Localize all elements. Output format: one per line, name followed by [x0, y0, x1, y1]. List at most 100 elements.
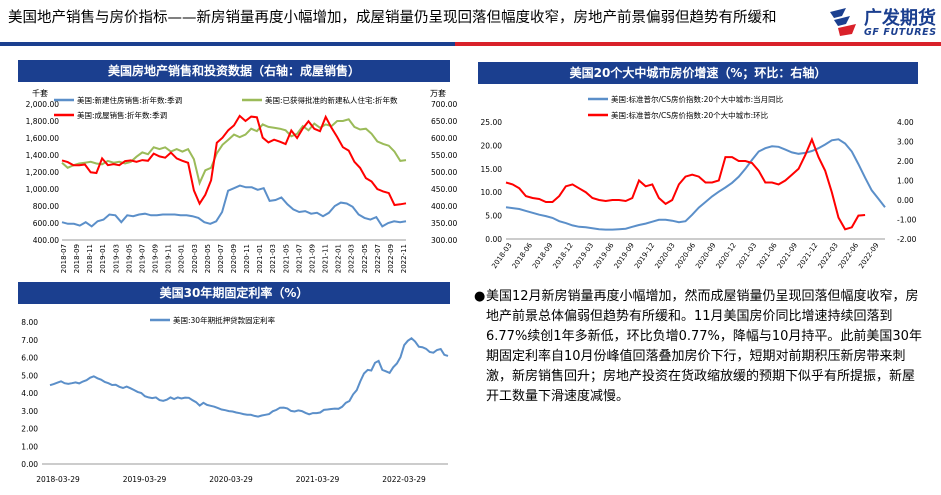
left-tick-label: 5.00 — [485, 212, 502, 221]
left-tick-label: 2,000.00 — [26, 100, 60, 109]
sales-investment-chart: 千套 万套 400.00 600.00 800.00 1,000.00 1,200.00 1,… — [26, 88, 458, 273]
right-tick-label: 500.00 — [431, 168, 457, 177]
x-tick-label: 2022-03-29 — [382, 475, 426, 484]
left-tick-label: 15.00 — [481, 165, 503, 174]
x-tick-label: 2018-07 — [60, 244, 68, 273]
bullet-icon: ● — [474, 289, 486, 304]
x-tick-label: 2021-03-29 — [296, 475, 340, 484]
series-line-2 — [61, 114, 407, 207]
logo-subtitle: GF FUTURES — [864, 27, 937, 38]
commentary-text: 美国12月新房销量再度小幅增加，然而成屋销量仍呈现回落但幅度收窄，房地产前景总体… — [486, 289, 922, 404]
right-tick-label: 300.00 — [431, 236, 457, 245]
left-axis-unit: 千套 — [32, 88, 48, 98]
left-tick-label: 1,600.00 — [26, 134, 60, 143]
legend-mom-label: 美国:标准普尔/CS房价指数:20个大中城市:环比 — [611, 110, 769, 120]
header-divider-blue — [0, 42, 462, 46]
legend-yoy-label: 美国:标准普尔/CS房价指数:20个大中城市:当月同比 — [611, 94, 784, 104]
x-tick-label: 2018-09 — [73, 244, 81, 273]
x-tick-label: 2022-09 — [857, 242, 880, 271]
logo-mark-icon — [830, 8, 856, 36]
right-tick-label: 550.00 — [431, 151, 457, 160]
right-tick-label: 1.00 — [897, 177, 914, 186]
left-tick-label: 3.00 — [21, 407, 38, 416]
page-title: 美国地产销售与房价指标——新房销量再度小幅增加，成屋销量仍呈现回落但幅度收窄，房… — [8, 10, 777, 26]
right-tick-label: 450.00 — [431, 185, 457, 194]
x-tick-label: 2019-05 — [125, 244, 133, 273]
x-tick-label: 2019-11 — [165, 244, 173, 273]
x-tick-label: 2020-05 — [204, 244, 212, 273]
x-tick-label: 2018-11 — [86, 244, 94, 273]
left-tick-label: 800.00 — [33, 202, 59, 211]
brand-logo: 广发期货 GF FUTURES — [826, 4, 938, 42]
right-tick-label: 0.00 — [897, 196, 914, 205]
legend-new-home-sales-label: 美国:新建住房销售:折年数:季调 — [77, 95, 182, 105]
left-tick-label: 1,000.00 — [26, 185, 60, 194]
commentary-block: ● 美国12月新房销量再度小幅增加，然而成屋销量仍呈现回落但幅度收窄，房地产前景… — [474, 287, 926, 407]
x-tick-label: 2019-09 — [152, 244, 160, 273]
x-tick-label: 2019-03-29 — [123, 475, 167, 484]
x-tick-label: 2019-03 — [112, 244, 120, 273]
left-tick-label: 25.00 — [481, 118, 503, 127]
legend-mortgage-rate-label: 美国:30年期抵押贷款固定利率 — [173, 315, 276, 325]
legend-existing-home-sales-label: 美国:成屋销售:折年数:季调 — [77, 110, 167, 120]
right-tick-label: 350.00 — [431, 219, 457, 228]
series-line-0 — [61, 184, 407, 228]
right-tick-label: -1.00 — [897, 216, 917, 225]
right-tick-label: 2.00 — [897, 157, 914, 166]
right-tick-label: 4.00 — [897, 118, 914, 127]
series-line-1 — [505, 136, 866, 231]
x-tick-label: 2021-07 — [295, 244, 303, 273]
x-tick-label: 2021-05 — [282, 244, 290, 273]
x-tick-label: 2020-01 — [178, 244, 186, 273]
x-tick-label: 2021-09 — [308, 244, 316, 273]
left-tick-label: 6.00 — [21, 354, 38, 363]
left-tick-label: 10.00 — [481, 188, 503, 197]
x-tick-label: 2022-03 — [348, 244, 356, 273]
x-tick-label: 2022-07 — [374, 244, 382, 273]
series-line-1 — [61, 118, 407, 187]
left-tick-label: 1,200.00 — [26, 168, 60, 177]
left-tick-label: 1,800.00 — [26, 117, 60, 126]
x-tick-label: 2022-01 — [335, 244, 343, 273]
house-price-chart: 0.00 5.00 10.00 15.00 20.00 25.00 -2.00 -1.00 0.… — [481, 94, 917, 271]
x-tick-label: 2021-03 — [269, 244, 277, 273]
chart1-header: 美国房地产销售和投资数据（右轴：成屋销售） — [18, 60, 450, 82]
left-tick-label: 400.00 — [33, 236, 59, 245]
right-tick-label: 400.00 — [431, 202, 457, 211]
left-tick-label: 0.00 — [485, 235, 502, 244]
right-axis-unit: 万套 — [430, 88, 446, 98]
x-tick-label: 2022-05 — [361, 244, 369, 273]
chart2-header: 美国20个大中城市房价增速（%；环比：右轴） — [478, 62, 918, 84]
series-line-0 — [505, 138, 886, 231]
series-line-0 — [49, 337, 449, 418]
x-tick-label: 2020-03 — [191, 244, 199, 273]
left-tick-label: 0.00 — [21, 460, 38, 469]
right-tick-label: 3.00 — [897, 138, 914, 147]
right-tick-label: 700.00 — [431, 100, 457, 109]
left-tick-label: 1,400.00 — [26, 151, 60, 160]
x-tick-label: 2021-11 — [322, 244, 330, 273]
x-tick-label: 2018-03-29 — [36, 475, 80, 484]
right-tick-label: -2.00 — [897, 235, 917, 244]
x-tick-label: 2019-01 — [99, 244, 107, 273]
x-tick-label: 2020-03-29 — [209, 475, 253, 484]
right-tick-label: 650.00 — [431, 117, 457, 126]
x-tick-label: 2021-01 — [256, 244, 264, 273]
left-tick-label: 2.00 — [21, 425, 38, 434]
x-tick-label: 2020-07 — [217, 244, 225, 273]
mortgage-rate-chart: 0.00 1.00 2.00 3.00 4.00 5.00 6.00 7.00 8.00 2018… — [21, 315, 449, 484]
left-tick-label: 1.00 — [21, 442, 38, 451]
header-divider-red — [455, 42, 941, 46]
x-tick-label: 2019-07 — [138, 244, 146, 273]
left-tick-label: 7.00 — [21, 336, 38, 345]
left-tick-label: 20.00 — [481, 141, 503, 150]
left-tick-label: 4.00 — [21, 389, 38, 398]
legend-building-permits-label: 美国:已获得批准的新建私人住宅:折年数 — [265, 95, 398, 105]
x-tick-label: 2022-11 — [400, 244, 408, 273]
x-tick-label: 2020-11 — [243, 244, 251, 273]
left-tick-label: 600.00 — [33, 219, 59, 228]
logo-brand-text: 广发期货 — [864, 8, 936, 29]
left-tick-label: 8.00 — [21, 318, 38, 327]
left-tick-label: 5.00 — [21, 371, 38, 380]
x-tick-label: 2020-09 — [230, 244, 238, 273]
